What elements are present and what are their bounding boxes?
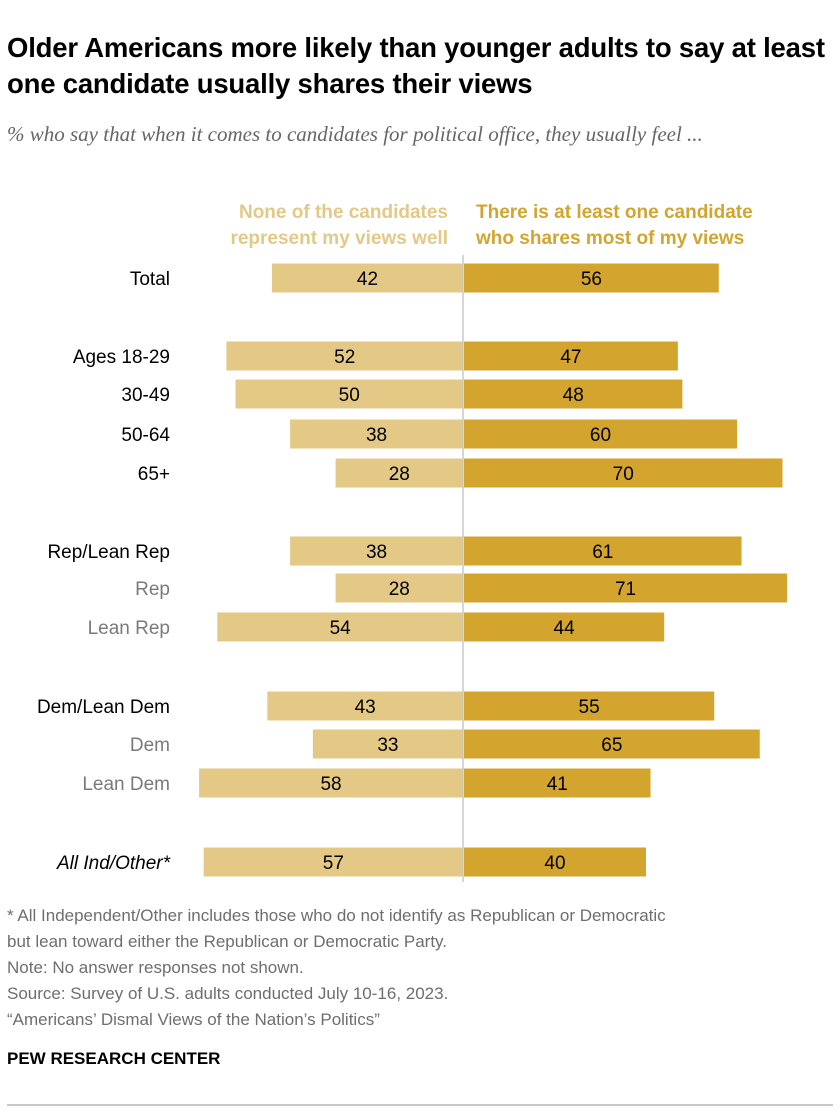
bar-at-least-one — [464, 379, 683, 409]
category-label: Dem — [130, 735, 170, 756]
bar-at-least-one — [464, 847, 646, 877]
bar-none — [267, 691, 463, 721]
bar-none — [312, 729, 463, 759]
chart-subtitle: % who say that when it comes to candidat… — [7, 122, 703, 146]
data-label-at-least-one: 55 — [579, 697, 600, 718]
category-label: 50-64 — [121, 425, 170, 446]
bar-at-least-one — [464, 341, 678, 371]
diverging-bar-chart: Total 42 56 Ages 18-29 52 47 30-49 50 48 50-64 38 6… — [37, 255, 788, 882]
data-label-none: 57 — [323, 853, 344, 874]
bar-none — [199, 768, 463, 798]
bar-at-least-one — [464, 263, 719, 293]
data-label-none: 50 — [339, 385, 360, 406]
data-label-at-least-one: 70 — [613, 464, 634, 485]
bar-at-least-one — [464, 536, 742, 566]
category-label: Total — [130, 269, 170, 290]
data-label-at-least-one: 47 — [560, 347, 581, 368]
data-label-none: 52 — [334, 347, 355, 368]
data-label-none: 58 — [320, 774, 341, 795]
category-label: Rep — [135, 579, 170, 600]
category-label: Ages 18-29 — [73, 347, 170, 368]
data-label-at-least-one: 61 — [592, 542, 613, 563]
data-label-at-least-one: 48 — [563, 385, 584, 406]
category-label: Dem/Lean Dem — [37, 697, 170, 718]
category-label: Rep/Lean Rep — [47, 542, 170, 563]
legend-none-line2: represent my views well — [230, 228, 448, 249]
footnotes: * All Independent/Other includes those w… — [7, 903, 666, 1033]
data-label-at-least-one: 71 — [615, 579, 636, 600]
category-label: 65+ — [138, 464, 170, 485]
data-label-at-least-one: 40 — [544, 853, 565, 874]
bar-at-least-one — [464, 573, 788, 603]
source: Source: Survey of U.S. adults conducted … — [7, 984, 449, 1003]
legend-none-line1: None of the candidates — [238, 202, 448, 223]
bar-at-least-one — [464, 612, 665, 642]
legend-at-least-one: There is at least one candidate who shar… — [476, 200, 753, 252]
category-label: All Ind/Other* — [56, 853, 171, 874]
data-label-none: 28 — [389, 579, 410, 600]
bar-at-least-one — [464, 768, 651, 798]
data-label-none: 42 — [357, 269, 378, 290]
data-label-none: 33 — [377, 735, 398, 756]
bar-none — [235, 379, 463, 409]
data-label-none: 28 — [389, 464, 410, 485]
bar-none — [217, 612, 463, 642]
data-label-none: 43 — [355, 697, 376, 718]
bar-none — [290, 419, 463, 449]
data-label-none: 38 — [366, 542, 387, 563]
data-label-at-least-one: 65 — [601, 735, 622, 756]
data-label-none: 54 — [330, 618, 352, 639]
category-label: 30-49 — [121, 385, 170, 406]
bar-none — [335, 458, 463, 488]
category-label: Lean Dem — [82, 774, 170, 795]
pew-logo-text: PEW RESEARCH CENTER — [7, 1049, 221, 1068]
legend-at-least-one-line1: There is at least one candidate — [476, 202, 753, 223]
bar-none — [335, 573, 463, 603]
data-label-at-least-one: 41 — [547, 774, 568, 795]
bar-none — [271, 263, 463, 293]
data-label-at-least-one: 60 — [590, 425, 611, 446]
bar-at-least-one — [464, 458, 783, 488]
data-label-at-least-one: 44 — [554, 618, 576, 639]
footnote-1: * All Independent/Other includes those w… — [7, 906, 666, 925]
bar-none — [290, 536, 463, 566]
bar-none — [203, 847, 463, 877]
bar-at-least-one — [464, 419, 737, 449]
data-label-at-least-one: 56 — [581, 269, 602, 290]
bar-at-least-one — [464, 691, 715, 721]
chart-title: Older Americans more likely than younger… — [7, 32, 825, 99]
note: Note: No answer responses not shown. — [7, 958, 304, 977]
bottom-divider — [7, 1104, 833, 1106]
category-label: Lean Rep — [88, 618, 170, 639]
bar-none — [226, 341, 463, 371]
bar-at-least-one — [464, 729, 760, 759]
report-title: “Americans’ Dismal Views of the Nation’s… — [7, 1010, 380, 1029]
legend-at-least-one-line2: who shares most of my views — [476, 228, 745, 249]
legend-none: None of the candidates represent my view… — [230, 200, 448, 252]
footnote-2: but lean toward either the Republican or… — [7, 932, 448, 951]
data-label-none: 38 — [366, 425, 387, 446]
